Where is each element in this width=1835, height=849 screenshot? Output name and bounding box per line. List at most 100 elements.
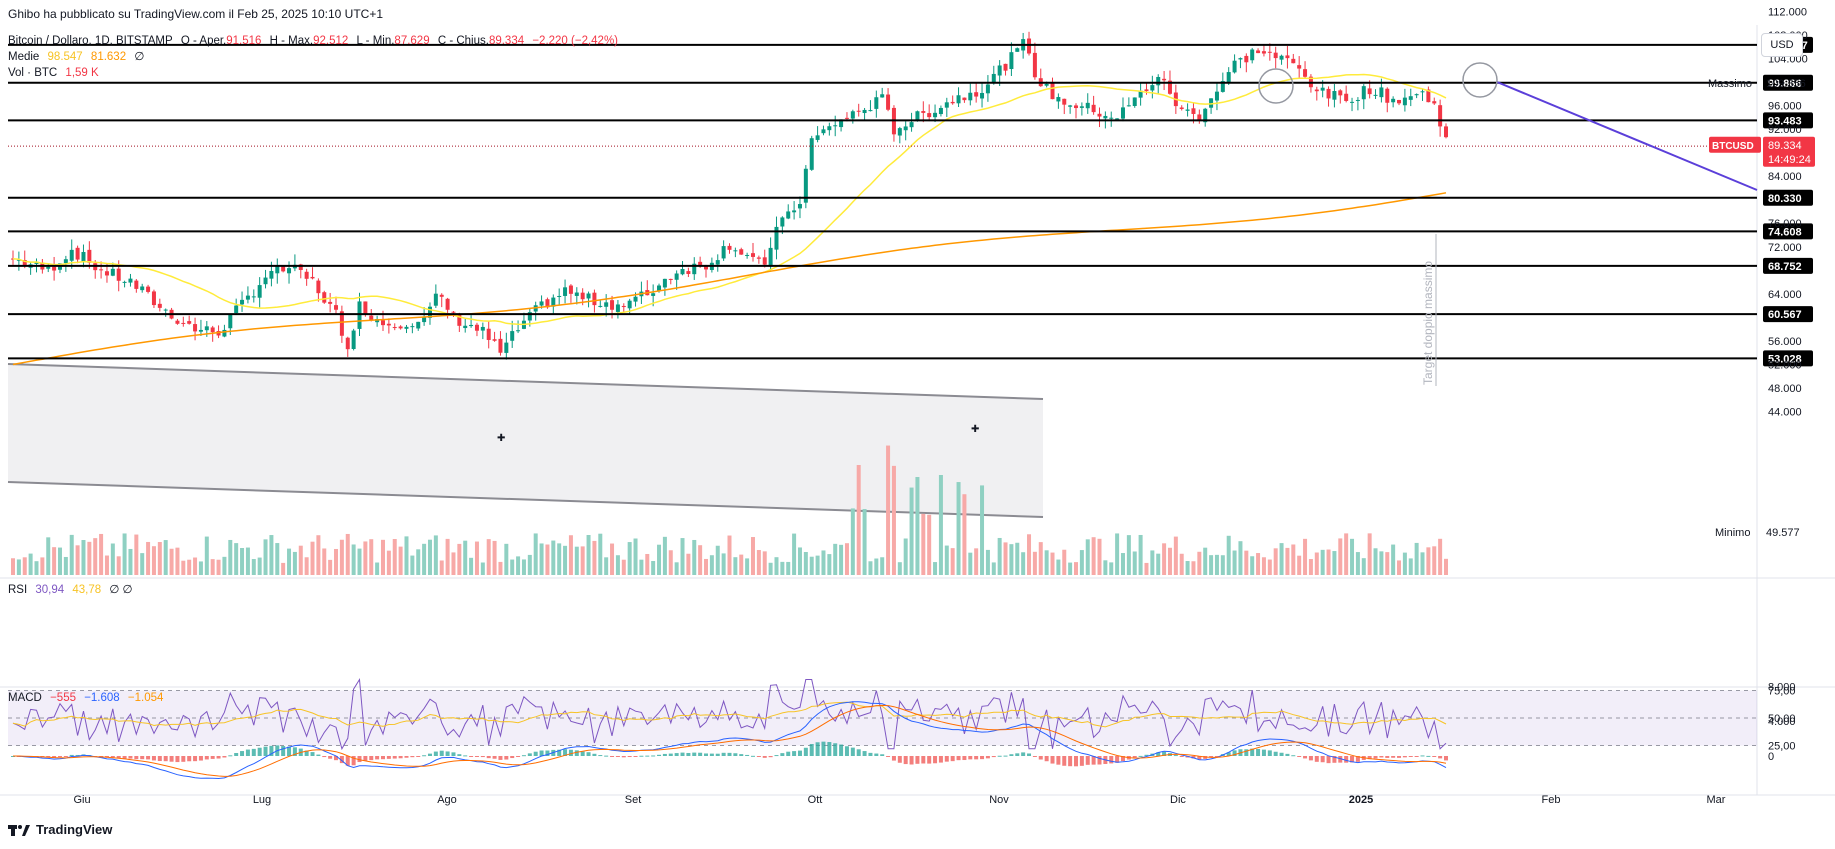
volume-bar bbox=[1355, 552, 1360, 575]
volume-bar bbox=[234, 543, 239, 575]
candle bbox=[1068, 104, 1073, 114]
candle-body bbox=[328, 301, 333, 304]
macd-bar bbox=[1297, 756, 1302, 757]
candle-body bbox=[1150, 85, 1155, 91]
macd-bar bbox=[1062, 756, 1067, 766]
volume-bar bbox=[756, 550, 761, 575]
candle-body bbox=[1032, 52, 1037, 78]
candle-body bbox=[974, 92, 979, 97]
candle bbox=[774, 216, 779, 260]
candle bbox=[821, 125, 826, 136]
volume-bar bbox=[1408, 558, 1413, 575]
candle bbox=[727, 243, 732, 254]
candle bbox=[492, 331, 497, 342]
macd-bar bbox=[1009, 754, 1014, 756]
volume-bar bbox=[1432, 546, 1437, 575]
candle bbox=[369, 309, 374, 322]
macd-bar bbox=[52, 756, 57, 758]
candle-body bbox=[827, 126, 832, 131]
candle bbox=[692, 257, 697, 280]
level-tag bbox=[1763, 257, 1813, 274]
candle bbox=[1250, 47, 1255, 64]
candle bbox=[351, 328, 356, 351]
candle bbox=[140, 283, 145, 293]
volume-bar bbox=[997, 537, 1002, 575]
macd-bar bbox=[897, 756, 902, 763]
volume-bar bbox=[298, 545, 303, 575]
volume-bar bbox=[1162, 543, 1167, 575]
ma-legend[interactable]: Medie 98.547 81.632 ∅ bbox=[8, 50, 149, 64]
volume-legend[interactable]: Vol · BTC 1,59 K bbox=[8, 66, 104, 80]
volume-bar bbox=[1232, 550, 1237, 575]
currency-button[interactable]: USD bbox=[1761, 33, 1803, 57]
macd-bar bbox=[1338, 756, 1343, 763]
volume-bar bbox=[1115, 533, 1120, 575]
candle-body bbox=[750, 253, 755, 257]
volume-bar bbox=[1314, 552, 1319, 575]
macd-bar bbox=[580, 751, 585, 756]
macd-bar bbox=[304, 750, 309, 756]
volume-bar bbox=[269, 535, 274, 575]
candle bbox=[944, 97, 949, 117]
macd-bar bbox=[322, 756, 327, 758]
candle-body bbox=[1391, 98, 1396, 103]
volume-bar bbox=[46, 537, 51, 575]
candle bbox=[410, 323, 415, 334]
volume-bar bbox=[1308, 559, 1313, 575]
cross-marker: ✚ bbox=[971, 424, 979, 435]
macd-bar bbox=[116, 756, 121, 759]
macd-bar bbox=[1402, 756, 1407, 758]
candle-body bbox=[1420, 91, 1425, 93]
candle bbox=[1150, 75, 1155, 99]
candle-body bbox=[1097, 113, 1102, 117]
candle bbox=[1179, 105, 1184, 111]
candle-body bbox=[704, 265, 709, 270]
volume-bar bbox=[1050, 552, 1055, 575]
candle bbox=[457, 312, 462, 332]
candle bbox=[1091, 95, 1096, 115]
macd-bar bbox=[310, 752, 315, 756]
candle-body bbox=[1126, 105, 1131, 107]
candle bbox=[316, 278, 321, 302]
change-value: −2.220 (−2,42%) bbox=[532, 35, 618, 47]
candle bbox=[1120, 97, 1125, 122]
rsi-value: 30,94 bbox=[35, 584, 65, 596]
candle-body bbox=[1003, 63, 1008, 71]
candle-body bbox=[322, 292, 327, 303]
macd-bar bbox=[827, 742, 832, 756]
candle bbox=[187, 315, 192, 325]
candle bbox=[1332, 84, 1337, 108]
macd-bar bbox=[181, 756, 186, 762]
candle-body bbox=[128, 278, 133, 283]
tradingview-footer: TradingView bbox=[8, 822, 112, 837]
candle bbox=[868, 100, 873, 112]
level-label: 60.567 bbox=[1768, 309, 1802, 321]
macd-bar bbox=[1397, 756, 1402, 758]
candle-body bbox=[1103, 115, 1108, 119]
macd-bar bbox=[516, 756, 521, 757]
candle-body bbox=[351, 330, 356, 349]
macd-bar bbox=[527, 753, 532, 756]
volume-bar bbox=[516, 556, 521, 575]
top-circle bbox=[1258, 68, 1294, 104]
candle bbox=[1267, 43, 1272, 61]
candle bbox=[927, 104, 932, 122]
macd-bar bbox=[75, 754, 80, 756]
macd-bar bbox=[169, 756, 174, 762]
rsi-legend[interactable]: RSI 30,94 43,78 ∅ ∅ bbox=[8, 583, 138, 597]
macd-bar bbox=[1385, 756, 1390, 758]
candle bbox=[756, 255, 761, 264]
volume-bar bbox=[698, 545, 703, 575]
candle-body bbox=[1056, 97, 1061, 102]
volume-bar bbox=[222, 556, 227, 575]
volume-bar bbox=[944, 545, 949, 575]
symbol-name[interactable]: Bitcoin / Dollaro, 1D, BITSTAMP bbox=[8, 35, 173, 47]
macd-bar bbox=[880, 754, 885, 756]
y-tick-label: 72.000 bbox=[1768, 242, 1802, 254]
close-value: 89.334 bbox=[488, 35, 525, 47]
macd-legend[interactable]: MACD −555 −1.608 −1.054 bbox=[8, 691, 168, 705]
candle bbox=[1038, 68, 1043, 87]
macd-bar bbox=[398, 756, 403, 759]
volume-bar bbox=[34, 561, 39, 575]
